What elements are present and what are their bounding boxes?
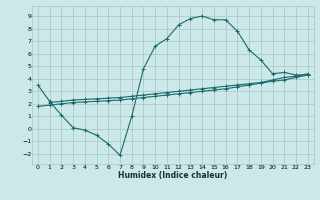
X-axis label: Humidex (Indice chaleur): Humidex (Indice chaleur) [118,171,228,180]
